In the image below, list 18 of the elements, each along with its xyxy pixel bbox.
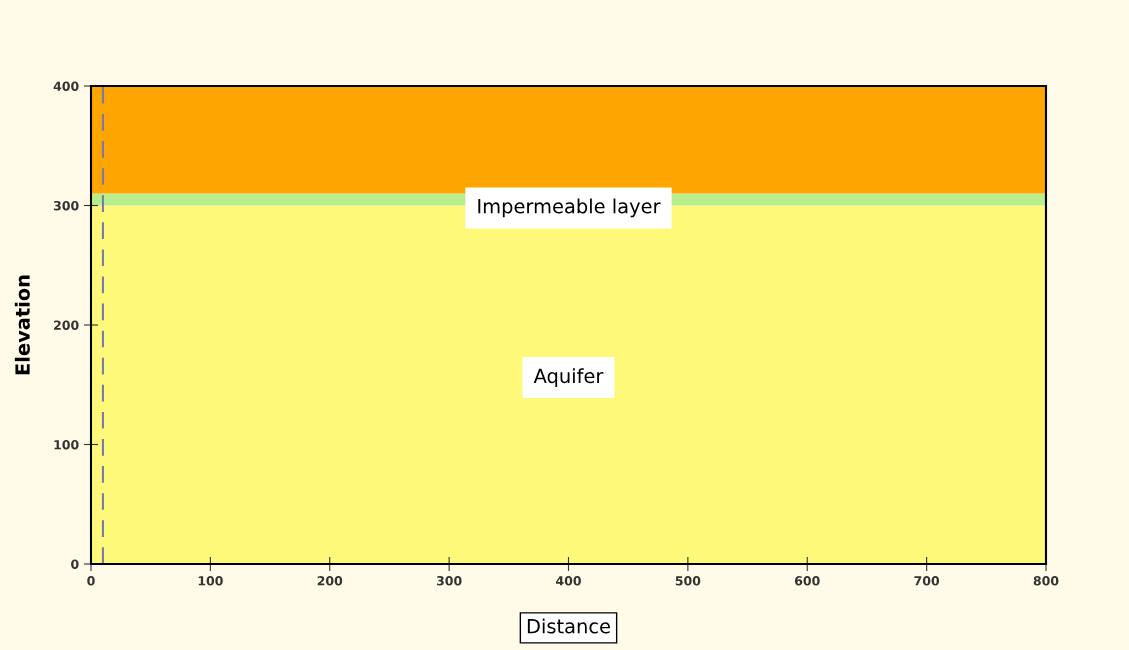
x-tick-label: 800	[1033, 576, 1059, 586]
x-tick-label: 700	[914, 576, 940, 586]
x-tick-label: 400	[556, 576, 581, 586]
x-tick-label: 600	[794, 576, 820, 586]
x-tick-label: 200	[317, 576, 343, 586]
y-tick-label: 0	[71, 559, 79, 569]
x-tick-label: 300	[436, 576, 462, 586]
x-tick-label: 500	[675, 576, 701, 586]
y-tick-label: 300	[53, 200, 79, 211]
annotation: Aquifer	[533, 368, 604, 387]
x-tick-label: 100	[198, 576, 223, 586]
x-axis-title: Distance	[527, 618, 610, 634]
x-tick-label: 0	[87, 576, 95, 586]
y-tick-label: 100	[54, 439, 79, 450]
y-axis-title: Elevation	[14, 275, 30, 375]
annotation: Impermeable layer	[478, 198, 661, 218]
y-tick-label: 400	[53, 81, 79, 91]
y-tick-label: 200	[54, 320, 79, 330]
